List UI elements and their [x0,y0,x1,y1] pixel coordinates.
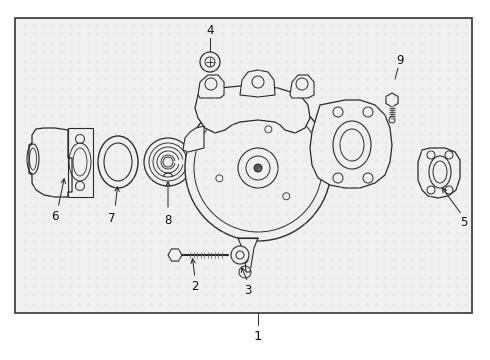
Circle shape [144,138,192,186]
Text: 5: 5 [460,216,467,229]
Text: 3: 3 [245,284,252,297]
Text: 9: 9 [396,54,404,67]
Circle shape [185,95,331,241]
Polygon shape [183,126,204,152]
Text: 4: 4 [206,23,214,36]
Polygon shape [198,75,224,98]
Polygon shape [195,85,310,133]
Polygon shape [386,93,398,107]
Text: 2: 2 [191,279,199,292]
Text: 8: 8 [164,213,171,226]
Text: 1: 1 [254,330,262,343]
Circle shape [254,164,262,172]
Polygon shape [168,249,182,261]
Text: 6: 6 [51,210,59,222]
Text: 7: 7 [108,211,116,225]
Circle shape [200,52,220,72]
Polygon shape [418,148,460,198]
Polygon shape [240,70,275,97]
FancyBboxPatch shape [15,18,472,313]
Circle shape [231,246,249,264]
Polygon shape [238,238,258,272]
Polygon shape [310,100,392,188]
Ellipse shape [98,136,138,188]
Polygon shape [290,75,314,98]
